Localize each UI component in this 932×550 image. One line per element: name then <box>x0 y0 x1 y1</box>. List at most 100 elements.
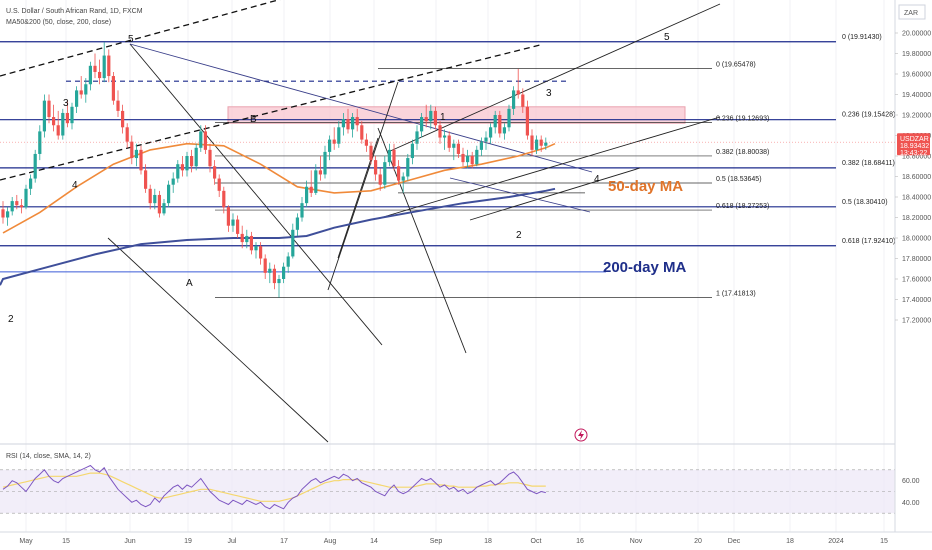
candle-body <box>70 106 74 124</box>
candle-body <box>401 176 405 181</box>
fib-inner-label: 0 (19.65478) <box>716 61 756 68</box>
candle-body <box>466 156 470 163</box>
candle-body <box>420 117 424 132</box>
candles-layer <box>1 42 548 298</box>
fib-right-label: 0.5 (18.30410) <box>842 199 888 206</box>
price-tick-label: 18.80000 <box>902 154 931 161</box>
candle-body <box>153 194 157 204</box>
wave-label: 5 <box>664 32 670 43</box>
wave-label: 3 <box>546 88 552 99</box>
time-tick-label: Nov <box>630 538 643 545</box>
trendlines-layer <box>0 0 721 443</box>
candle-body <box>52 117 56 126</box>
candle-body <box>544 142 548 146</box>
fib-right-label: 0.236 (19.15428) <box>842 112 895 119</box>
candle-body <box>217 178 221 191</box>
rsi-pane: 60.00 40.00 <box>0 464 920 514</box>
candle-body <box>521 94 525 107</box>
rising-channel-upper <box>387 3 721 153</box>
candle-body <box>139 149 143 171</box>
time-tick-label: 16 <box>576 538 584 545</box>
candle-body <box>15 201 19 206</box>
candle-body <box>447 135 451 148</box>
price-tick-label: 18.20000 <box>902 215 931 222</box>
time-tick-label: 17 <box>280 538 288 545</box>
candle-body <box>98 71 102 79</box>
time-tick-label: Sep <box>430 538 443 545</box>
symbol-title: U.S. Dollar / South African Rand, 1D, FX… <box>6 8 143 15</box>
candle-body <box>498 115 502 134</box>
candle-body <box>305 186 309 204</box>
fib-inner-label: 0.236 (19.12693) <box>716 115 769 122</box>
time-tick-label: 19 <box>184 538 192 545</box>
candle-body <box>208 149 212 167</box>
price-tick-label: 19.20000 <box>902 113 931 120</box>
candle-body <box>259 246 263 259</box>
candle-body <box>286 256 290 267</box>
candle-body <box>130 141 134 159</box>
candle-body <box>309 186 313 193</box>
candle-body <box>111 76 115 101</box>
ma200-label: 200-day MA <box>603 259 687 276</box>
candle-body <box>530 135 534 150</box>
candle-body <box>236 219 240 234</box>
time-axis: May 15 Jun 19 Jul 17 Aug 14 Sep 18 Oct 16 Nov 20 Dec 18… <box>19 538 888 545</box>
candle-body <box>148 188 152 204</box>
candle-body <box>277 279 281 284</box>
candle-body <box>29 178 33 189</box>
candle-body <box>84 84 88 95</box>
candle-body <box>374 160 378 175</box>
time-tick-label: Oct <box>531 538 542 545</box>
dashed-trend-lower <box>0 44 541 181</box>
candle-body <box>75 90 79 107</box>
fib-lines-layer: 0 (19.91430) 0.236 (19.15428) 0.382 (18.68… <box>0 34 895 298</box>
candle-body <box>415 131 419 144</box>
wave-label: 2 <box>516 230 522 241</box>
candle-body <box>10 201 14 212</box>
candle-body <box>107 55 111 77</box>
candle-body <box>171 178 175 185</box>
candle-body <box>516 90 520 95</box>
candle-body <box>355 117 359 126</box>
candle-body <box>493 115 497 128</box>
time-tick-label: Jul <box>228 538 237 545</box>
candle-body <box>180 164 184 171</box>
candle-body <box>489 127 493 138</box>
currency-box[interactable] <box>898 4 926 20</box>
fib-right-label: 0.382 (18.68411) <box>842 160 895 167</box>
candle-body <box>1 209 5 218</box>
candle-body <box>369 145 373 161</box>
wedge-lower <box>469 167 641 221</box>
candle-body <box>295 217 299 230</box>
rising-channel-mid <box>379 116 721 219</box>
candle-body <box>470 156 474 165</box>
candle-body <box>397 166 401 181</box>
candle-body <box>484 137 488 142</box>
candle-body <box>332 139 336 144</box>
wave-label: 4 <box>72 180 78 191</box>
candle-body <box>406 158 410 177</box>
last-price-box <box>897 133 930 156</box>
rsi-title: RSI (14, close, SMA, 14, 2) <box>6 453 91 460</box>
ma50-line <box>2 142 556 234</box>
down-channel-lower <box>107 237 329 443</box>
wave-label: 2 <box>8 314 14 325</box>
candle-body <box>328 139 332 152</box>
time-tick-label: 20 <box>694 538 702 545</box>
candle-body <box>337 127 341 144</box>
candle-body <box>144 170 148 189</box>
candle-body <box>213 166 217 179</box>
candle-body <box>134 149 138 159</box>
wave-label: B <box>250 114 257 125</box>
time-tick-label: 18 <box>484 538 492 545</box>
price-tick-label: 18.60000 <box>902 174 931 181</box>
candle-body <box>61 112 65 136</box>
candle-body <box>240 233 244 243</box>
fib-inner-label: 1 (17.41813) <box>716 291 756 298</box>
candle-body <box>6 211 10 218</box>
candle-body <box>452 143 456 148</box>
candle-body <box>263 258 267 273</box>
candle-body <box>424 117 428 122</box>
candle-body <box>512 90 516 109</box>
time-tick-label: Aug <box>324 538 337 545</box>
